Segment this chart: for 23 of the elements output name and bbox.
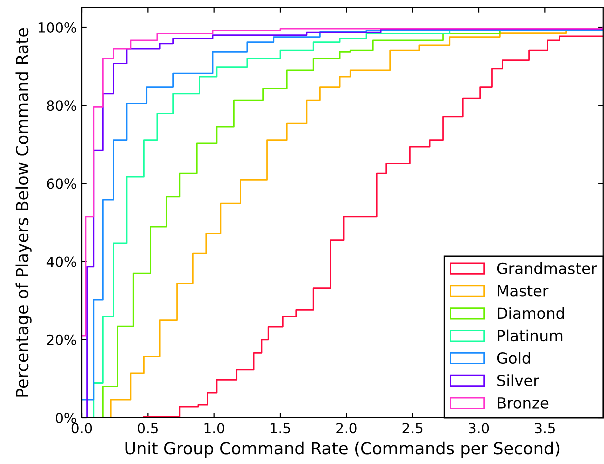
legend-label: Platinum: [498, 330, 563, 342]
x-tick-label: 2.5: [402, 423, 423, 434]
y-tick-label: 20%: [47, 334, 76, 346]
x-tick-label: 0.0: [72, 423, 92, 434]
y-axis-title: Percentage of Players Below Command Rate: [16, 28, 32, 397]
y-tick-label: 80%: [47, 100, 76, 112]
y-tick-label: 40%: [46, 256, 76, 268]
x-tick-label: 0.5: [138, 423, 158, 434]
legend-label: Grandmaster: [497, 262, 598, 274]
legend-label: Diamond: [498, 307, 564, 320]
legend-label: Bronze: [498, 398, 549, 409]
y-tick-label: 0%: [56, 412, 76, 424]
legend-label: Gold: [497, 352, 530, 364]
x-tick-label: 1.5: [270, 423, 290, 434]
x-tick-label: 2.0: [336, 423, 357, 434]
legend-label: Silver: [498, 374, 540, 387]
legend-label: Master: [498, 285, 549, 297]
y-tick-label: 60%: [47, 178, 76, 190]
x-tick-label: 3.5: [535, 423, 555, 434]
x-tick-label: 3.0: [469, 423, 490, 434]
x-tick-label: 1.0: [204, 423, 224, 434]
x-axis-title: Unit Group Command Rate (Commands per Second): [126, 442, 560, 458]
y-tick-label: 100%: [38, 22, 76, 33]
